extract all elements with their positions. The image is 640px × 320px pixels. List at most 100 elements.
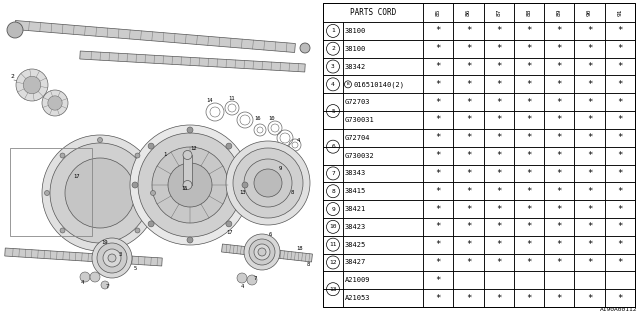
Bar [484,200,514,218]
Text: 12: 12 [191,146,197,150]
Text: 17: 17 [227,230,233,236]
Bar [605,289,635,307]
Text: *: * [435,187,441,196]
Bar [484,164,514,182]
Bar [605,271,635,289]
Text: *: * [617,62,623,71]
Text: *: * [496,187,501,196]
Text: 11: 11 [228,95,236,100]
Text: *: * [435,169,441,178]
Bar [453,76,484,93]
Circle shape [187,237,193,243]
Text: 5: 5 [331,108,335,114]
Bar [423,218,453,236]
Circle shape [60,153,65,158]
Text: *: * [466,204,471,213]
Text: *: * [587,80,592,89]
Bar [514,253,544,271]
Text: *: * [587,151,592,160]
Text: *: * [617,133,623,142]
Bar [544,271,575,289]
Text: 14: 14 [207,98,213,102]
Text: *: * [435,204,441,213]
Bar [453,58,484,76]
Bar [423,236,453,253]
Bar [343,289,423,307]
Bar [575,111,605,129]
Text: 19: 19 [102,239,108,244]
Bar [605,111,635,129]
Bar [514,164,544,182]
Text: 88: 88 [527,9,531,16]
Circle shape [237,273,247,283]
Bar [544,253,575,271]
Text: *: * [526,80,532,89]
Circle shape [92,238,132,278]
Text: *: * [466,44,471,53]
Text: *: * [617,116,623,124]
Bar [544,164,575,182]
Text: 10: 10 [269,116,275,121]
Circle shape [183,150,192,159]
Circle shape [244,159,292,207]
Circle shape [101,281,109,289]
Bar [323,271,343,289]
Bar [183,155,192,185]
Bar [605,76,635,93]
Bar [323,3,423,22]
Text: *: * [526,133,532,142]
Text: 38421: 38421 [345,206,366,212]
Text: *: * [466,222,471,231]
Bar [575,236,605,253]
Bar [575,76,605,93]
Circle shape [97,138,102,142]
Text: *: * [496,204,501,213]
Text: *: * [435,276,441,285]
Bar [484,3,514,22]
Circle shape [247,275,257,285]
Polygon shape [4,248,163,266]
Bar [323,218,343,236]
Bar [575,58,605,76]
Bar [544,236,575,253]
Text: *: * [496,98,501,107]
Text: 6: 6 [331,144,335,149]
Bar [544,218,575,236]
Bar [453,182,484,200]
Bar [453,164,484,182]
Text: *: * [466,133,471,142]
Circle shape [135,153,140,158]
Text: 3: 3 [118,252,122,258]
Polygon shape [221,244,312,262]
Text: *: * [435,222,441,231]
Bar [544,289,575,307]
Circle shape [300,43,310,53]
Circle shape [249,239,275,265]
Bar [453,3,484,22]
Bar [514,147,544,164]
Text: A21053: A21053 [345,295,371,301]
Text: *: * [435,240,441,249]
Circle shape [90,272,100,282]
Text: *: * [526,98,532,107]
Text: *: * [587,169,592,178]
Text: *: * [587,116,592,124]
Circle shape [150,190,156,196]
Bar [423,253,453,271]
Bar [605,147,635,164]
Bar [453,22,484,40]
Text: G72703: G72703 [345,99,371,105]
Text: *: * [435,151,441,160]
Bar [575,218,605,236]
Circle shape [138,133,242,237]
Text: *: * [526,187,532,196]
Circle shape [42,135,158,251]
Bar [423,58,453,76]
Text: 17: 17 [73,174,79,179]
Bar [514,271,544,289]
Bar [484,22,514,40]
Text: *: * [587,44,592,53]
Circle shape [135,228,140,233]
Text: 10: 10 [329,224,337,229]
Text: *: * [435,98,441,107]
